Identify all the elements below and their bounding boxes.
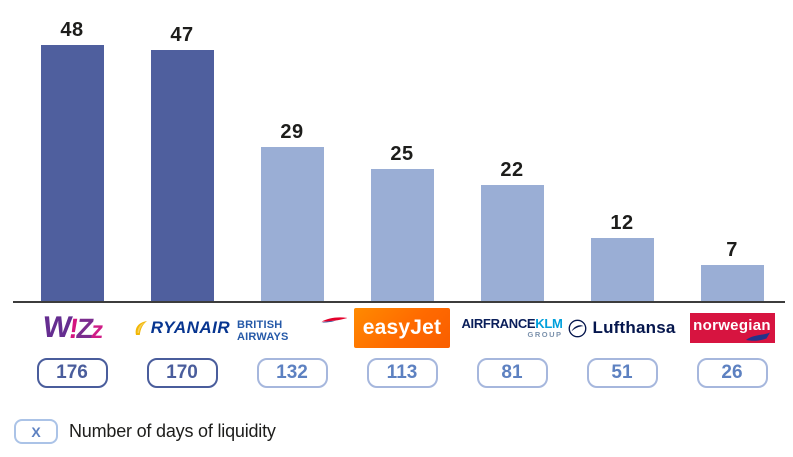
bar-value-label: 29 bbox=[280, 121, 304, 143]
bar-value-label: 12 bbox=[610, 212, 634, 234]
norwegian-logo: norwegian bbox=[689, 313, 775, 343]
chart-column-easyjet: 25 bbox=[347, 0, 457, 303]
wizz-logo-text: W bbox=[40, 311, 72, 344]
lufthansa-logo: Lufthansa bbox=[568, 318, 675, 338]
lufthansa-logo-text: Lufthansa bbox=[592, 318, 676, 337]
chart-column-wizz: 48 bbox=[17, 0, 127, 303]
bar-ryanair bbox=[150, 50, 214, 303]
legend: X Number of days of liquidity bbox=[14, 419, 793, 444]
bar-value-label: 25 bbox=[390, 143, 414, 165]
bar-value-label: 7 bbox=[726, 239, 738, 261]
bar-lufthansa bbox=[590, 238, 654, 303]
easyjet-logo: easyJet bbox=[354, 308, 450, 348]
british-airways-logo: BRITISH AIRWAYS bbox=[237, 313, 347, 343]
airfrance-klm-logo: AIRFRANCEKLM GROUP bbox=[461, 317, 562, 339]
liquidity-badge-british-airways: 132 bbox=[256, 358, 328, 388]
british-airways-speedmarque-icon bbox=[320, 317, 347, 323]
logo-cell-ryanair: RYANAIR bbox=[127, 303, 237, 353]
norwegian-logo-text: norwegian bbox=[693, 316, 771, 334]
airfrance-klm-logo-text: AIRFRANCEKLM bbox=[461, 317, 562, 330]
logo-cell-norwegian: norwegian bbox=[677, 303, 787, 353]
bar-value-label: 22 bbox=[500, 159, 524, 181]
bar-british-airways bbox=[260, 147, 324, 303]
logo-cell-british-airways: BRITISH AIRWAYS bbox=[237, 303, 347, 353]
norwegian-swoosh-icon bbox=[745, 332, 770, 341]
group-text: GROUP bbox=[527, 330, 563, 340]
liquidity-badge-easyjet: 113 bbox=[366, 358, 438, 388]
bar-value-label: 48 bbox=[60, 19, 84, 41]
easyjet-logo-text: easyJet bbox=[362, 316, 442, 339]
ryanair-logo: RYANAIR bbox=[134, 318, 230, 338]
legend-symbol-box: X bbox=[14, 419, 58, 444]
chart-column-lufthansa: 12 bbox=[567, 0, 677, 303]
bar-norwegian bbox=[700, 265, 764, 303]
bar-wizz bbox=[40, 45, 104, 303]
ryanair-harp-icon bbox=[135, 321, 147, 335]
liquidity-badge-norwegian: 26 bbox=[696, 358, 768, 388]
logo-cell-lufthansa: Lufthansa bbox=[567, 303, 677, 353]
logo-cell-airfrance-klm: AIRFRANCEKLM GROUP bbox=[457, 303, 567, 353]
logo-cell-wizz: W ! Z z bbox=[17, 303, 127, 353]
airfrance-text: AIRFRANCE bbox=[461, 316, 536, 332]
legend-label: Number of days of liquidity bbox=[69, 421, 276, 441]
liquidity-badge-ryanair: 170 bbox=[146, 358, 218, 388]
liquidity-badge-wizz: 176 bbox=[36, 358, 108, 388]
bar-airfrance-klm bbox=[480, 185, 544, 303]
liquidity-badge-lufthansa: 51 bbox=[586, 358, 658, 388]
chart-column-airfrance-klm: 22 bbox=[457, 0, 567, 303]
wizz-air-logo: W ! Z z bbox=[40, 311, 104, 344]
airline-logos-row: W ! Z z RYANAIR BRITISH AIRWAYS bbox=[17, 303, 787, 353]
days-of-liquidity-row: 176 170 132 113 81 51 26 bbox=[17, 358, 787, 388]
lufthansa-crane-icon bbox=[569, 319, 587, 337]
chart-column-norwegian: 7 bbox=[677, 0, 787, 303]
bar-value-label: 47 bbox=[170, 24, 194, 46]
british-airways-logo-text: BRITISH AIRWAYS bbox=[237, 319, 289, 343]
chart-column-ryanair: 47 bbox=[127, 0, 237, 303]
bar-easyjet bbox=[370, 169, 434, 303]
x-axis-line bbox=[13, 301, 785, 303]
logo-cell-easyjet: easyJet bbox=[347, 303, 457, 353]
ryanair-logo-text: RYANAIR bbox=[150, 318, 231, 337]
liquidity-badge-airfrance-klm: 81 bbox=[476, 358, 548, 388]
chart-plot-area: 48 47 29 25 22 12 bbox=[13, 0, 787, 303]
bar-columns: 48 47 29 25 22 12 bbox=[17, 0, 787, 303]
chart-column-british-airways: 29 bbox=[237, 0, 347, 303]
klm-text: KLM bbox=[535, 316, 563, 332]
